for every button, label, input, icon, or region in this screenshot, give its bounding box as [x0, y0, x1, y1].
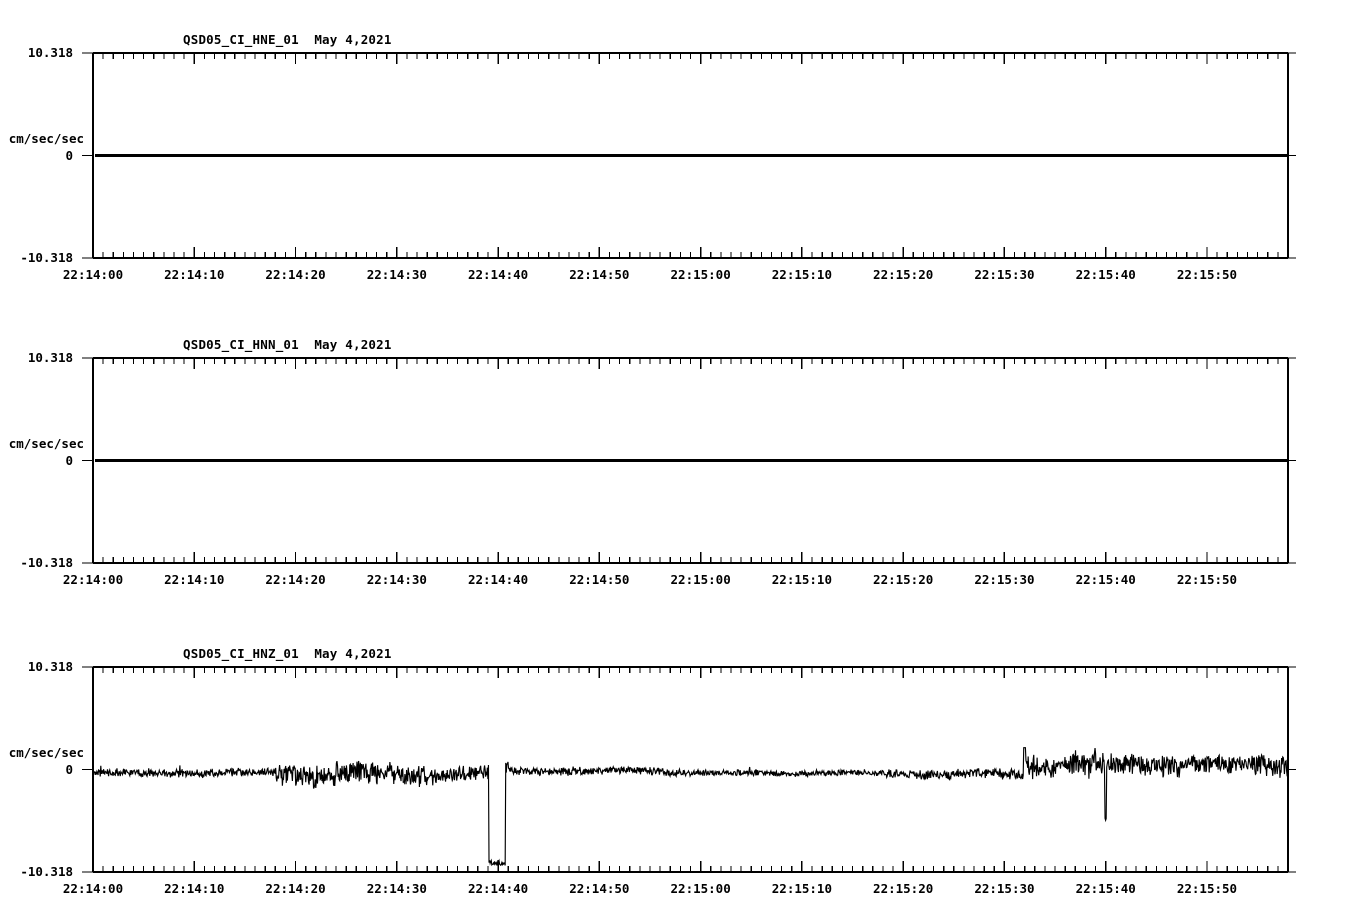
x-tick-label-hne-8: 22:15:20: [873, 267, 934, 282]
x-tick-label-hne-1: 22:14:10: [164, 267, 225, 282]
x-tick-label-hnn-7: 22:15:10: [771, 572, 832, 587]
y-tick-mid-hne: 0: [65, 147, 73, 163]
x-tick-label-hnn-11: 22:15:50: [1176, 572, 1238, 587]
x-minor-ticks-hnz: [102, 667, 1289, 872]
x-tick-label-hnz-8: 22:15:20: [873, 881, 934, 896]
axis-frame-hnn: [92, 357, 1289, 564]
x-tick-label-hnn-6: 22:15:00: [670, 572, 731, 587]
x-major-ticks-hnn: [92, 358, 1208, 563]
x-tick-label-hnz-1: 22:14:10: [164, 881, 225, 896]
waveform-trace-hnz: [92, 747, 1289, 867]
y-axis-unit-hnz: cm/sec/sec: [8, 744, 84, 760]
y-tick-top-hne: 10.318: [27, 45, 73, 60]
x-tick-label-hne-4: 22:14:40: [467, 267, 529, 282]
x-tick-label-hnn-10: 22:15:40: [1075, 572, 1136, 587]
x-tick-label-hnn-9: 22:15:30: [974, 572, 1035, 587]
x-tick-label-hne-5: 22:14:50: [569, 267, 630, 282]
x-tick-label-hnz-4: 22:14:40: [467, 881, 529, 896]
x-tick-label-hne-6: 22:15:00: [670, 267, 731, 282]
x-minor-ticks-hne: [102, 53, 1289, 258]
x-tick-label-hnn-4: 22:14:40: [467, 572, 529, 587]
x-tick-label-hnz-7: 22:15:10: [771, 881, 832, 896]
y-axis-unit-hne: cm/sec/sec: [8, 130, 84, 146]
panel-title-hnn: QSD05_CI_HNN_01 May 4,2021: [183, 337, 392, 352]
x-tick-label-hnz-3: 22:14:30: [366, 881, 427, 896]
y-tick-bottom-hnz: -10.318: [20, 864, 73, 879]
x-tick-label-hne-2: 22:14:20: [265, 267, 326, 282]
y-axis-unit-hnn: cm/sec/sec: [8, 435, 84, 451]
x-tick-label-hnn-1: 22:14:10: [164, 572, 225, 587]
y-tick-bottom-hnn: -10.318: [20, 555, 73, 570]
y-ticks-hnz: [82, 666, 1296, 873]
x-tick-label-hnn-0: 22:14:00: [62, 572, 124, 587]
panel-title-hnz: QSD05_CI_HNZ_01 May 4,2021: [183, 646, 392, 661]
x-tick-label-hnn-2: 22:14:20: [265, 572, 326, 587]
x-tick-label-hnz-11: 22:15:50: [1176, 881, 1238, 896]
panel-title-hne: QSD05_CI_HNE_01 May 4,2021: [183, 32, 392, 47]
x-tick-label-hnz-5: 22:14:50: [569, 881, 630, 896]
x-tick-label-hnz-2: 22:14:20: [265, 881, 326, 896]
x-major-ticks-hnz: [92, 667, 1208, 872]
x-tick-label-hne-0: 22:14:00: [62, 267, 124, 282]
y-ticks-hnn: [82, 357, 1296, 564]
x-tick-label-hne-7: 22:15:10: [771, 267, 832, 282]
x-tick-label-hne-10: 22:15:40: [1075, 267, 1136, 282]
x-minor-ticks-hnn: [102, 358, 1289, 563]
x-tick-label-hnn-8: 22:15:20: [873, 572, 934, 587]
x-tick-label-hnz-9: 22:15:30: [974, 881, 1035, 896]
x-tick-label-hnz-0: 22:14:00: [62, 881, 124, 896]
y-tick-bottom-hne: -10.318: [20, 250, 73, 265]
y-ticks-hne: [82, 52, 1296, 259]
y-tick-mid-hnn: 0: [65, 452, 73, 468]
x-tick-label-hne-9: 22:15:30: [974, 267, 1035, 282]
axis-frame-hne: [92, 52, 1289, 259]
x-tick-label-hnz-6: 22:15:00: [670, 881, 731, 896]
axis-frame-hnz: [92, 666, 1289, 873]
x-tick-label-hnn-5: 22:14:50: [569, 572, 630, 587]
x-tick-label-hne-11: 22:15:50: [1176, 267, 1238, 282]
y-tick-top-hnn: 10.318: [27, 350, 73, 365]
y-tick-mid-hnz: 0: [65, 761, 73, 777]
x-tick-label-hnz-10: 22:15:40: [1075, 881, 1136, 896]
x-tick-label-hne-3: 22:14:30: [366, 267, 427, 282]
x-major-ticks-hne: [92, 53, 1208, 258]
y-tick-top-hnz: 10.318: [27, 659, 73, 674]
x-tick-label-hnn-3: 22:14:30: [366, 572, 427, 587]
